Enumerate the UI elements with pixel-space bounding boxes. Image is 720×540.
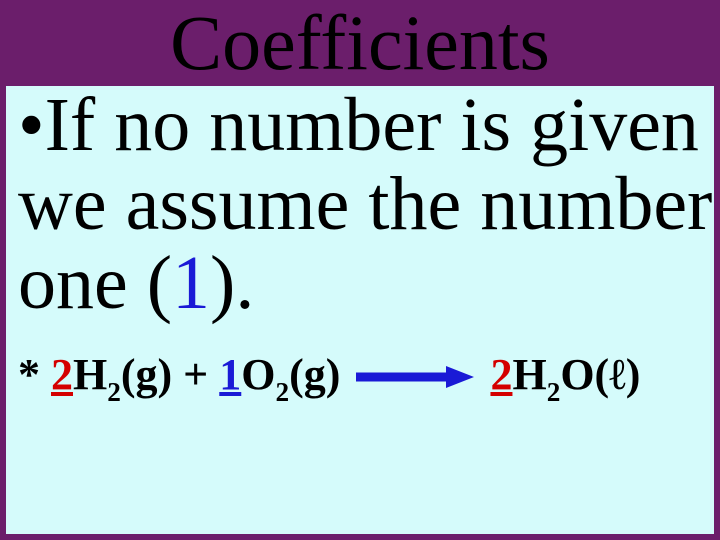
coef-1: 2	[51, 350, 73, 399]
bullet-post: ).	[210, 241, 254, 325]
eq-o-sub: 2	[276, 377, 290, 407]
coef-2: 1	[219, 350, 241, 399]
bullet-one: 1	[172, 241, 210, 325]
eq-h: H	[73, 350, 107, 399]
equation-line: * 2H2(g) + 1O2(g) 2H2O(ℓ)	[6, 349, 714, 406]
eq-left: * 2H2(g) + 1O2(g)	[18, 349, 340, 406]
arrow-head	[446, 366, 474, 388]
eq-h-sub: 2	[107, 377, 121, 407]
bullet-pre: If no number is given we assume the numb…	[18, 83, 712, 325]
content-box: •If no number is given we assume the num…	[6, 86, 714, 534]
eq-g2: (g)	[289, 350, 340, 399]
bullet-text: •If no number is given we assume the num…	[6, 86, 714, 323]
eq-star: *	[18, 350, 51, 399]
bullet-marker: •	[18, 83, 45, 167]
eq-plus: (g) +	[121, 350, 219, 399]
eq-h2: H	[512, 350, 546, 399]
eq-right: 2H2O(ℓ)	[490, 349, 640, 406]
eq-tail: O(ℓ)	[560, 350, 640, 399]
slide-title: Coefficients	[0, 4, 720, 82]
slide: Coefficients •If no number is given we a…	[0, 0, 720, 540]
eq-h2-sub: 2	[547, 377, 561, 407]
coef-3: 2	[490, 350, 512, 399]
arrow-icon	[354, 364, 474, 390]
eq-o: O	[241, 350, 275, 399]
